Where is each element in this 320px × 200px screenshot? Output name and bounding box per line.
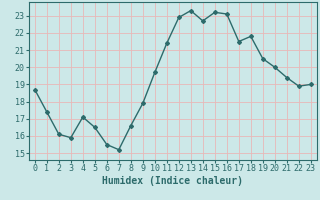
X-axis label: Humidex (Indice chaleur): Humidex (Indice chaleur) [102,176,243,186]
